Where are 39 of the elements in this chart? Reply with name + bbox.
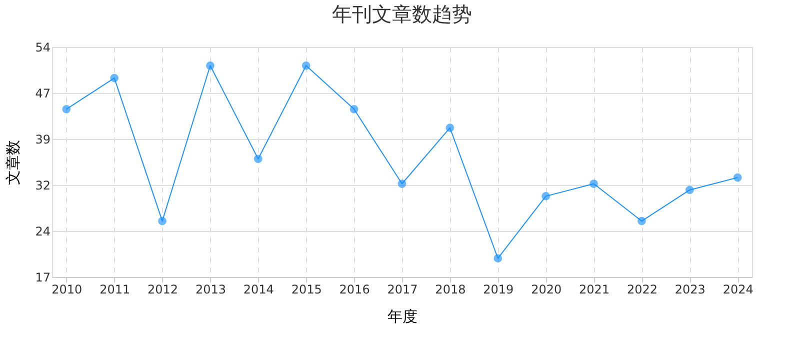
- x-tick-label: 2017: [387, 282, 418, 296]
- y-axis-title: 文章数: [4, 140, 22, 185]
- point: [494, 254, 502, 263]
- point: [254, 154, 262, 164]
- x-tick-label: 2020: [531, 282, 562, 296]
- x-tick-label: 2011: [100, 282, 130, 296]
- x-tick-label: 2021: [579, 282, 610, 296]
- x-axis-title: 年度: [388, 308, 418, 326]
- point: [206, 61, 214, 70]
- x-tick-label: 2015: [291, 282, 322, 296]
- x-tick-label: 2010: [52, 282, 82, 296]
- point: [398, 180, 406, 188]
- point: [62, 104, 71, 114]
- y-tick-label: 32: [35, 178, 50, 192]
- x-tick-label: 2014: [243, 282, 274, 296]
- y-tick-label: 54: [35, 40, 50, 54]
- point: [158, 216, 166, 226]
- x-tick-label: 2024: [722, 282, 754, 296]
- chart-title: 年刊文章数趋势: [332, 2, 472, 26]
- point: [350, 104, 358, 114]
- x-tick-label: 2016: [339, 282, 370, 296]
- x-tick-label: 2023: [674, 282, 706, 296]
- x-tick-label: 2013: [195, 282, 226, 296]
- point: [685, 186, 694, 194]
- y-tick-label: 24: [35, 224, 50, 238]
- point: [733, 173, 742, 182]
- x-tick-label: 2022: [626, 282, 658, 296]
- x-tick-label: 2012: [148, 282, 178, 296]
- y-tick-label: 47: [35, 86, 50, 100]
- x-tick-label: 2019: [483, 282, 514, 296]
- y-tick-label: 17: [35, 270, 50, 284]
- y-tick-label: 39: [35, 132, 50, 146]
- point: [638, 216, 646, 226]
- point: [590, 180, 598, 188]
- point: [110, 74, 119, 82]
- point: [542, 192, 550, 200]
- point: [446, 124, 454, 132]
- x-tick-label: 2018: [435, 282, 466, 296]
- point: [302, 61, 310, 70]
